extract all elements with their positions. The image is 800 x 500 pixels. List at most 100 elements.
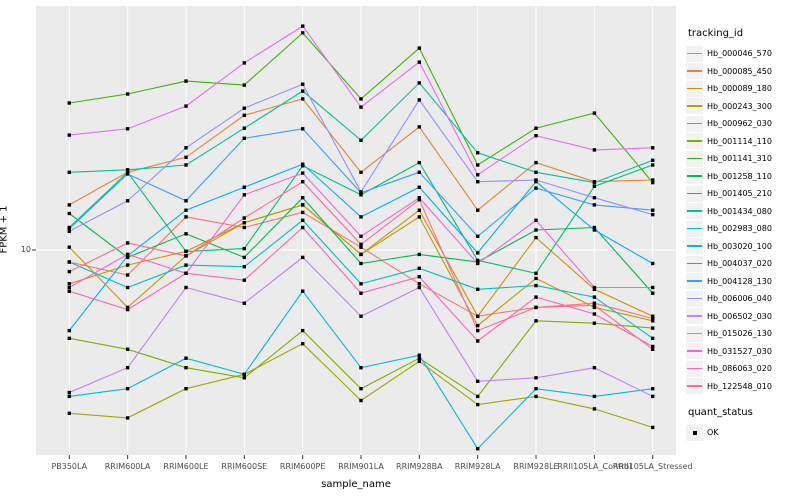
data-point (592, 111, 597, 115)
data-point (242, 136, 246, 140)
data-point (67, 170, 71, 174)
data-point (301, 225, 305, 230)
data-point (417, 359, 421, 363)
x-tick-label: RRIM928LA (455, 462, 501, 471)
data-point (476, 261, 480, 266)
data-point (184, 254, 188, 258)
data-point (125, 387, 130, 391)
data-point (301, 203, 305, 207)
data-point (651, 314, 655, 318)
y-axis-title: FPKM + 1 (0, 205, 10, 254)
x-tick-label: RRIM901LA (338, 462, 384, 471)
legend-item: Hb_000089_180 (686, 80, 798, 98)
data-point (125, 263, 130, 267)
data-point (359, 261, 363, 266)
data-point (592, 301, 597, 305)
data-point (359, 215, 363, 219)
legend-item: Hb_000085_450 (686, 63, 798, 81)
legend-item: Hb_086063_020 (686, 360, 798, 378)
legend-color-line (687, 367, 702, 370)
data-point (242, 265, 246, 269)
data-point (67, 260, 71, 264)
data-point (651, 163, 655, 167)
legend-key-line-icon (686, 308, 703, 325)
data-point (359, 398, 363, 403)
data-point (417, 170, 421, 174)
legend-label: Hb_031527_030 (707, 346, 772, 356)
data-point (476, 379, 480, 383)
data-point (651, 178, 655, 182)
legend-quant-status-section: quant_status OK (686, 407, 798, 442)
data-point (592, 225, 597, 230)
legend-label: Hb_001405_210 (707, 189, 772, 199)
data-point (125, 172, 130, 176)
data-point (301, 289, 305, 293)
data-point (184, 285, 188, 290)
legend-label: Hb_004128_130 (707, 276, 772, 286)
data-point (125, 199, 130, 203)
legend-item: Hb_000243_300 (686, 98, 798, 116)
data-point (359, 291, 363, 295)
legend-key-line-icon (686, 255, 703, 272)
data-point (67, 394, 71, 399)
data-point (301, 180, 305, 184)
legend-label: Hb_004037_020 (707, 259, 772, 269)
legend-color-line (687, 70, 702, 72)
data-point (651, 180, 655, 185)
legend-color-line (687, 280, 702, 282)
legend-key-line-icon (686, 80, 703, 97)
data-point (651, 212, 655, 217)
data-point (67, 336, 71, 340)
data-point (476, 314, 480, 318)
legend-item: Hb_006502_030 (686, 308, 798, 326)
data-point (67, 289, 71, 293)
data-point (67, 282, 71, 286)
legend-color-line (687, 315, 702, 317)
data-point (301, 127, 305, 131)
legend-item: Hb_002983_080 (686, 220, 798, 238)
data-point (476, 339, 480, 343)
legend-label: Hb_001434_080 (707, 206, 772, 216)
black-square-marker-icon (692, 430, 697, 435)
legend-panel: tracking_id Hb_000046_570 Hb_000085_450 Hb… (686, 28, 798, 442)
data-point (242, 372, 246, 376)
data-point (534, 235, 538, 240)
x-axis-title: sample_name (321, 479, 391, 490)
data-point (534, 178, 538, 182)
data-point (125, 127, 130, 131)
data-point (359, 245, 363, 249)
data-point (359, 97, 363, 101)
data-point (67, 203, 71, 207)
x-tick-label: RRIM928LE (513, 462, 558, 471)
x-tick-label: RRIM600PE (280, 462, 326, 471)
x-tick-label: RRIM928BA (396, 462, 443, 471)
legend-item: Hb_004037_020 (686, 255, 798, 273)
data-point (125, 168, 130, 172)
data-point (242, 193, 246, 197)
legend-label: Hb_000243_300 (707, 101, 772, 111)
data-point (184, 263, 188, 267)
data-point (184, 215, 188, 219)
quant-status-key (686, 424, 703, 441)
data-point (417, 46, 421, 50)
legend-label: Hb_002983_080 (707, 224, 772, 234)
data-point (592, 312, 597, 316)
data-point (184, 146, 188, 150)
data-point (184, 79, 188, 83)
data-point (534, 218, 538, 222)
data-point (651, 344, 655, 349)
legend-item: Hb_031527_030 (686, 343, 798, 361)
legend-color-line (687, 52, 702, 55)
legend-item: Hb_001434_080 (686, 203, 798, 221)
data-point (67, 285, 71, 290)
legend-color-line (687, 122, 702, 125)
data-point (242, 221, 246, 225)
data-point (184, 199, 188, 203)
data-point (651, 387, 655, 391)
data-point (651, 261, 655, 266)
data-point (359, 234, 363, 238)
data-point (125, 347, 130, 351)
legend-color-line (687, 87, 702, 90)
legend-label: Hb_015026_130 (707, 329, 772, 339)
